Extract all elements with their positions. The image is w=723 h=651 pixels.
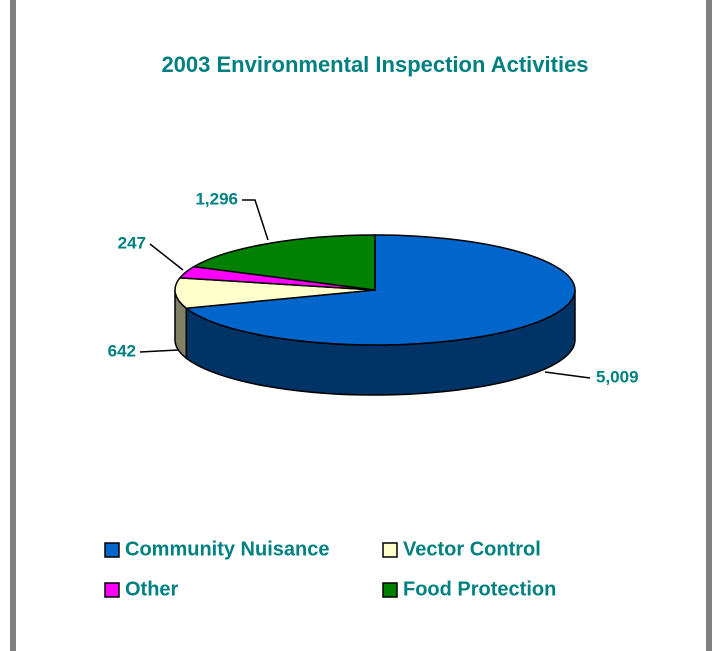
pie-slice xyxy=(191,234,376,291)
data-label: 642 xyxy=(108,341,136,360)
data-label: 1,296 xyxy=(195,189,238,208)
legend-swatch xyxy=(104,582,120,598)
legend-swatch xyxy=(382,582,398,598)
leader-line xyxy=(139,349,179,353)
legend-swatch xyxy=(382,542,398,558)
legend-swatch xyxy=(104,542,120,558)
leader-line xyxy=(544,371,591,379)
legend-label: Community Nuisance xyxy=(125,538,329,560)
legend-label: Other xyxy=(125,578,179,600)
data-label: 247 xyxy=(118,233,146,252)
legend-label: Vector Control xyxy=(403,538,541,560)
legend-label: Food Protection xyxy=(403,578,556,600)
data-label: 5,009 xyxy=(596,367,639,386)
leader-line xyxy=(149,243,184,271)
pie-slice xyxy=(184,234,576,346)
leader-line xyxy=(242,199,269,241)
pie-slice xyxy=(174,277,376,309)
chart-title: 2003 Environmental Inspection Activities xyxy=(161,52,588,77)
